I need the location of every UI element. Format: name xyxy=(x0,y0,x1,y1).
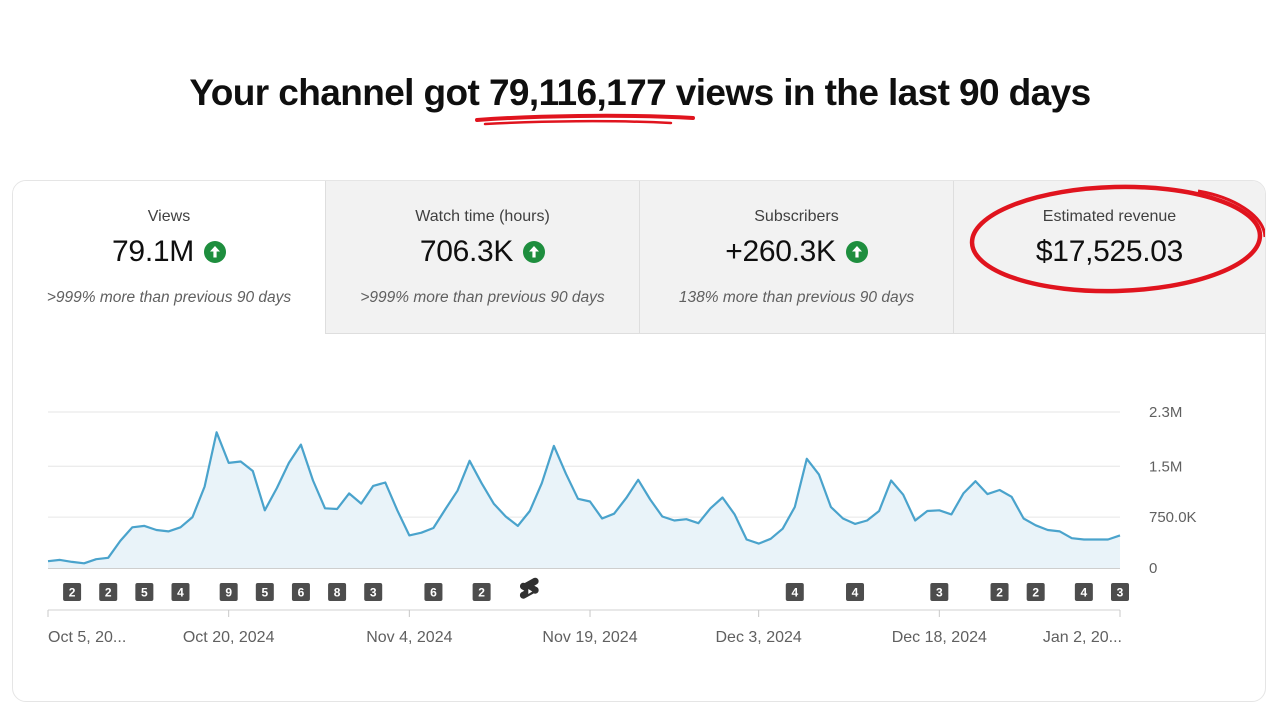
views-area xyxy=(48,432,1120,568)
views-line xyxy=(47,431,1121,565)
annotation-badge xyxy=(99,583,118,601)
annotation-badge xyxy=(846,583,865,601)
annotation-badge xyxy=(785,583,804,601)
x-tick-label: Dec 3, 2024 xyxy=(716,629,802,646)
annotation-badge-count: 9 xyxy=(225,586,232,600)
trend-up-icon xyxy=(203,241,226,263)
annotation-badge-count: 4 xyxy=(1081,586,1088,600)
shorts-play-icon xyxy=(528,589,533,594)
tab-watch-time-label: Watch time (hours) xyxy=(415,208,550,225)
x-tick-label: Jan 2, 20... xyxy=(1043,629,1122,646)
annotation-badge-count: 3 xyxy=(1117,586,1124,600)
x-tick-label: Nov 4, 2024 xyxy=(366,629,452,646)
annotation-badge xyxy=(219,583,238,601)
y-tick-label: 1.5M xyxy=(1149,458,1182,475)
headline-number-text: 79,116,177 xyxy=(488,72,667,113)
tab-revenue-label: Estimated revenue xyxy=(1042,208,1177,225)
tab-subscribers[interactable]: Subscribers +260.3K 138% more than previ… xyxy=(640,181,954,334)
tab-views-compare: >999% more than previous 90 days xyxy=(46,289,292,306)
y-tick-label: 750.0K xyxy=(1149,509,1197,526)
shorts-icon xyxy=(519,577,539,599)
annotation-badge-count: 4 xyxy=(852,586,859,600)
tab-views-value: 79.1M xyxy=(112,235,194,268)
metric-tabs: Views 79.1M >999% more than previous 90 … xyxy=(13,181,1265,334)
annotation-badge-count: 2 xyxy=(996,586,1003,600)
annotation-badge-count: 3 xyxy=(370,586,377,600)
headline-views-number: 79,116,177 xyxy=(474,72,695,126)
x-tick-label: Nov 19, 2024 xyxy=(542,629,637,646)
tab-subscribers-label: Subscribers xyxy=(754,208,839,225)
x-tick-label: Oct 5, 20... xyxy=(48,629,126,646)
annotation-badge-count: 2 xyxy=(69,586,76,600)
annotation-badge xyxy=(171,583,190,601)
annotation-badge xyxy=(364,583,383,601)
headline-prefix: Your channel got xyxy=(189,72,489,113)
annotation-badge xyxy=(472,583,491,601)
annotation-badge-count: 2 xyxy=(478,586,485,600)
views-chart: 0 750.0K 1.5M 2.3M 2 2 5 4 9 5 6 8 3 6 2 4 4 3 2 2 4 3 Oct 5, … xyxy=(13,334,1265,701)
y-tick-label: 2.3M xyxy=(1149,404,1182,421)
annotation-badge-count: 6 xyxy=(298,586,305,600)
tab-watch-time[interactable]: Watch time (hours) 706.3K >999% more tha… xyxy=(326,181,640,334)
tab-watch-time-compare: >999% more than previous 90 days xyxy=(360,289,605,306)
annotation-badge xyxy=(1026,583,1045,601)
annotation-badge xyxy=(930,583,949,601)
annotation-badge xyxy=(135,583,154,601)
annotation-badge xyxy=(424,583,443,601)
trend-up-icon xyxy=(523,241,546,263)
analytics-card: Views 79.1M >999% more than previous 90 … xyxy=(12,180,1266,702)
trend-up-icon xyxy=(845,241,868,263)
tab-views[interactable]: Views 79.1M >999% more than previous 90 … xyxy=(13,181,326,334)
annotation-badge-count: 2 xyxy=(1032,586,1039,600)
x-tick-label: Dec 18, 2024 xyxy=(892,629,987,646)
annotation-badge-count: 6 xyxy=(430,586,437,600)
tab-views-label: Views xyxy=(147,208,191,225)
annotation-badge-count: 5 xyxy=(141,586,148,600)
tab-estimated-revenue[interactable]: Estimated revenue $17,525.03 xyxy=(954,181,1265,334)
views-chart-svg: 0 750.0K 1.5M 2.3M 2 2 5 4 9 5 6 8 3 6 2 4 4 3 2 2 4 3 Oct 5, … xyxy=(47,404,1197,646)
page-headline: Your channel got 79,116,177 views in the… xyxy=(0,72,1280,126)
red-underline-annotation xyxy=(474,113,695,126)
headline-suffix: views in the last 90 days xyxy=(666,72,1091,113)
tab-watch-time-value: 706.3K xyxy=(419,235,514,268)
annotation-badge xyxy=(255,583,274,601)
tab-subscribers-compare: 138% more than previous 90 days xyxy=(678,289,915,306)
annotation-badge-count: 2 xyxy=(105,586,112,600)
tab-subscribers-value: +260.3K xyxy=(725,235,836,268)
x-tick-label: Oct 20, 2024 xyxy=(183,629,275,646)
annotation-badge xyxy=(328,583,347,601)
annotation-badge xyxy=(291,583,310,601)
annotation-badge-count: 4 xyxy=(177,586,184,600)
y-tick-label: 0 xyxy=(1149,560,1157,577)
tab-revenue-value: $17,525.03 xyxy=(1035,235,1184,268)
annotation-badge-count: 5 xyxy=(261,586,268,600)
annotation-badge-count: 4 xyxy=(791,586,798,600)
annotation-badge xyxy=(1111,583,1129,601)
annotation-badge-count: 3 xyxy=(936,586,943,600)
annotation-badge xyxy=(63,583,82,601)
annotation-badge xyxy=(1074,583,1093,601)
annotation-badge-count: 8 xyxy=(334,586,341,600)
annotation-badge xyxy=(990,583,1009,601)
